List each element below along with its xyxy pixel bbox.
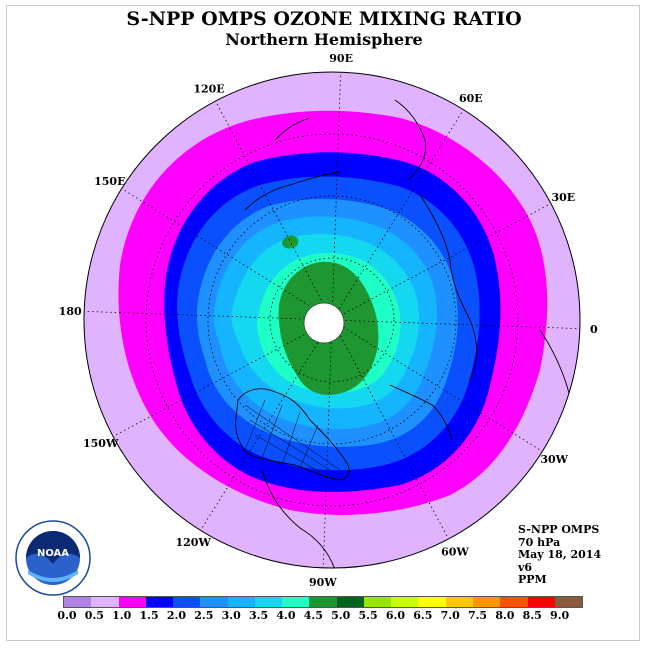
colorbar-label: 1.5 [139,609,159,622]
longitude-labels: 90E 60E 30E 0 30W 60W 90W 120W 150W 180 150E 120E [59,52,598,589]
info-block: S-NPP OMPS 70 hPa May 18, 2014 v6 PPM [518,523,602,587]
logo-text: NOAA [37,548,69,559]
colorbar-swatch [173,597,201,607]
colorbar-swatch [391,597,419,607]
ozone-field [84,72,580,568]
map-subtitle: Northern Hemisphere [225,30,423,49]
logo-wave-icon [28,570,78,582]
longitude-label: 150W [83,437,119,450]
colorbar-label: 3.5 [249,609,269,622]
colorbar-swatch [445,597,473,607]
colorbar-label: 8.5 [522,609,542,622]
graticule [145,133,519,507]
colorbar-label: 2.5 [194,609,214,622]
colorbar-swatch [145,597,174,607]
greenland-coast [389,384,453,441]
image-frame [6,5,640,641]
colorbar-swatch [282,597,310,607]
colorbar-label: 4.5 [303,609,323,622]
colorbar-label: 9.0 [550,609,570,622]
colorbar [63,596,583,608]
longitude-label: 150E [94,175,125,188]
info-level: 70 hPa [518,535,561,549]
colorbar-swatch [554,597,583,607]
colorbar-label: 4.0 [276,609,296,622]
colorbar-label: 0.5 [84,609,104,622]
meridian-line [331,319,580,330]
colorbar-swatch [227,597,255,607]
colorbar-swatch [527,597,555,607]
colorbar-label: 6.5 [413,609,433,622]
colorbar-swatch [309,597,337,607]
colorbar-swatch [200,597,228,607]
meridian-line [331,319,543,452]
colorbar-swatch [64,597,92,607]
map-title: S-NPP OMPS OZONE MIXING RATIO [126,8,522,30]
meridian-lines [84,72,580,568]
logo-bird-icon [26,531,80,564]
longitude-label: 0 [590,323,598,336]
colorbar-swatch [336,597,364,607]
meridian-line [331,203,552,321]
colorbar-swatch [118,597,146,607]
colorbar-swatch [418,597,446,607]
polar-data-gap [303,302,345,344]
meridian-line [200,319,333,531]
asia-coast [274,117,311,141]
info-instrument: S-NPP OMPS [518,523,600,536]
colorbar-swatch [500,597,528,607]
colorbar-swatch [91,597,119,607]
meridian-line [331,72,342,321]
meridian-line [121,188,333,321]
colorbar-label: 5.5 [358,609,378,622]
meridian-line [331,109,464,321]
colorbar-label: 3.0 [221,609,241,622]
info-version: v6 [518,560,533,574]
longitude-label: 90W [309,576,337,589]
colorbar-labels: 0.0 0.5 1.0 1.5 2.0 2.5 3.0 3.5 4.0 4.5 5.0 5.5 6.0 6… [0,609,648,625]
colorbar-label: 5.0 [331,609,351,622]
colorbar-label: 7.0 [440,609,460,622]
colorbar-label: 2.0 [166,609,187,622]
band-4-5-5-0-patch [282,235,299,249]
colorbar-label: 8.0 [495,609,515,622]
info-units: PPM [518,573,547,586]
colorbar-label: 6.0 [385,609,405,622]
colorbar-swatch [472,597,501,607]
map-boundary [83,71,581,569]
longitude-label: 30W [540,453,568,466]
noaa-logo: NOAA [15,520,91,596]
eurasia-coast [419,194,478,381]
colorbar-swatch [363,597,392,607]
siberia-coast [244,171,341,211]
longitude-label: 60W [441,545,469,558]
longitude-label: 90E [329,52,353,65]
meridian-line [112,319,333,437]
info-date: May 18, 2014 [518,548,602,561]
colorbar-label: 1.0 [112,609,132,622]
longitude-label: 120W [175,536,211,549]
longitude-label: 120E [193,83,224,96]
colorbar-label: 7.5 [467,609,488,622]
colorbar-label: 0.0 [57,609,77,622]
colorbar-swatch [254,597,283,607]
meridian-line [322,319,333,568]
central-america-coast [261,469,336,568]
meridian-line [331,319,449,540]
north-america-outline [235,388,350,481]
coastlines [235,99,574,568]
longitude-label: 60E [459,92,483,105]
longitude-label: 30E [551,191,575,204]
meridian-line [215,100,333,321]
longitude-label: 180 [59,305,82,318]
meridian-line [84,310,333,321]
arabia-coast [394,99,427,181]
